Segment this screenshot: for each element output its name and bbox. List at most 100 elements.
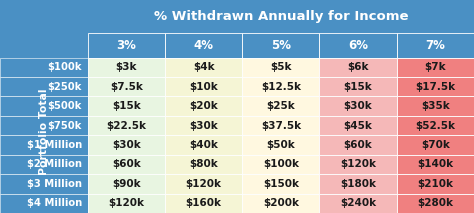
Text: $500k: $500k [47,101,82,111]
Bar [165,96,242,116]
Bar [88,135,165,155]
Text: $3 Million: $3 Million [27,179,82,189]
Text: $120k: $120k [340,159,376,169]
Bar [88,77,165,96]
Bar [397,33,474,58]
Text: $10k: $10k [189,82,218,92]
Text: $3k: $3k [116,62,137,72]
Text: $5k: $5k [270,62,292,72]
Bar [397,96,474,116]
Bar [319,174,397,194]
Text: $2 Million: $2 Million [27,159,82,169]
Text: $37.5k: $37.5k [261,121,301,131]
Bar [0,0,88,213]
Bar [242,58,319,77]
Bar [397,135,474,155]
Bar [0,135,88,155]
Bar [0,116,88,135]
Bar [242,96,319,116]
Text: $35k: $35k [421,101,450,111]
Bar [0,77,88,96]
Bar [88,116,165,135]
Bar [319,155,397,174]
Text: $4 Million: $4 Million [27,198,82,208]
Bar [165,116,242,135]
Bar [88,33,165,58]
Bar [397,155,474,174]
Text: $210k: $210k [418,179,453,189]
Text: $30k: $30k [112,140,141,150]
Bar [319,116,397,135]
Text: $120k: $120k [186,179,221,189]
Text: $30k: $30k [344,101,373,111]
Text: $6k: $6k [347,62,369,72]
Bar [319,194,397,213]
Text: $80k: $80k [189,159,218,169]
Text: $50k: $50k [266,140,295,150]
Text: $100k: $100k [47,62,82,72]
Text: % Withdrawn Annually for Income: % Withdrawn Annually for Income [154,10,408,23]
Bar [88,0,474,33]
Bar [88,174,165,194]
Bar [319,77,397,96]
Text: $240k: $240k [340,198,376,208]
Bar [242,77,319,96]
Text: $40k: $40k [189,140,218,150]
Bar [242,135,319,155]
Text: Portfolio Total: Portfolio Total [39,89,49,175]
Bar [0,194,88,213]
Bar [397,58,474,77]
Bar [88,96,165,116]
Bar [165,174,242,194]
Text: 6%: 6% [348,39,368,52]
Bar [242,174,319,194]
Bar [397,194,474,213]
Bar [165,33,242,58]
Bar [0,155,88,174]
Bar [0,58,88,77]
Text: $7k: $7k [425,62,446,72]
Text: $160k: $160k [186,198,221,208]
Text: $60k: $60k [344,140,373,150]
Text: $250k: $250k [47,82,82,92]
Text: $280k: $280k [418,198,453,208]
Bar [0,174,88,194]
Text: $180k: $180k [340,179,376,189]
Text: $150k: $150k [263,179,299,189]
Bar [165,155,242,174]
Bar [165,135,242,155]
Text: $60k: $60k [112,159,141,169]
Bar [88,194,165,213]
Bar [165,58,242,77]
Text: $120k: $120k [109,198,144,208]
Bar [397,116,474,135]
Text: $20k: $20k [189,101,218,111]
Text: $90k: $90k [112,179,141,189]
Bar [397,77,474,96]
Bar [242,116,319,135]
Bar [242,33,319,58]
Bar [242,155,319,174]
Text: $750k: $750k [47,121,82,131]
Text: 5%: 5% [271,39,291,52]
Bar [88,155,165,174]
Text: $1 Million: $1 Million [27,140,82,150]
Text: $15k: $15k [344,82,373,92]
Bar [319,33,397,58]
Text: $100k: $100k [263,159,299,169]
Text: $15k: $15k [112,101,141,111]
Text: 3%: 3% [117,39,136,52]
Bar [397,174,474,194]
Text: $4k: $4k [193,62,214,72]
Bar [319,58,397,77]
Text: $70k: $70k [421,140,450,150]
Bar [165,194,242,213]
Text: 4%: 4% [193,39,214,52]
Text: $25k: $25k [266,101,295,111]
Text: $12.5k: $12.5k [261,82,301,92]
Bar [88,58,165,77]
Bar [165,77,242,96]
Bar [319,135,397,155]
Text: $30k: $30k [189,121,218,131]
Bar [242,194,319,213]
